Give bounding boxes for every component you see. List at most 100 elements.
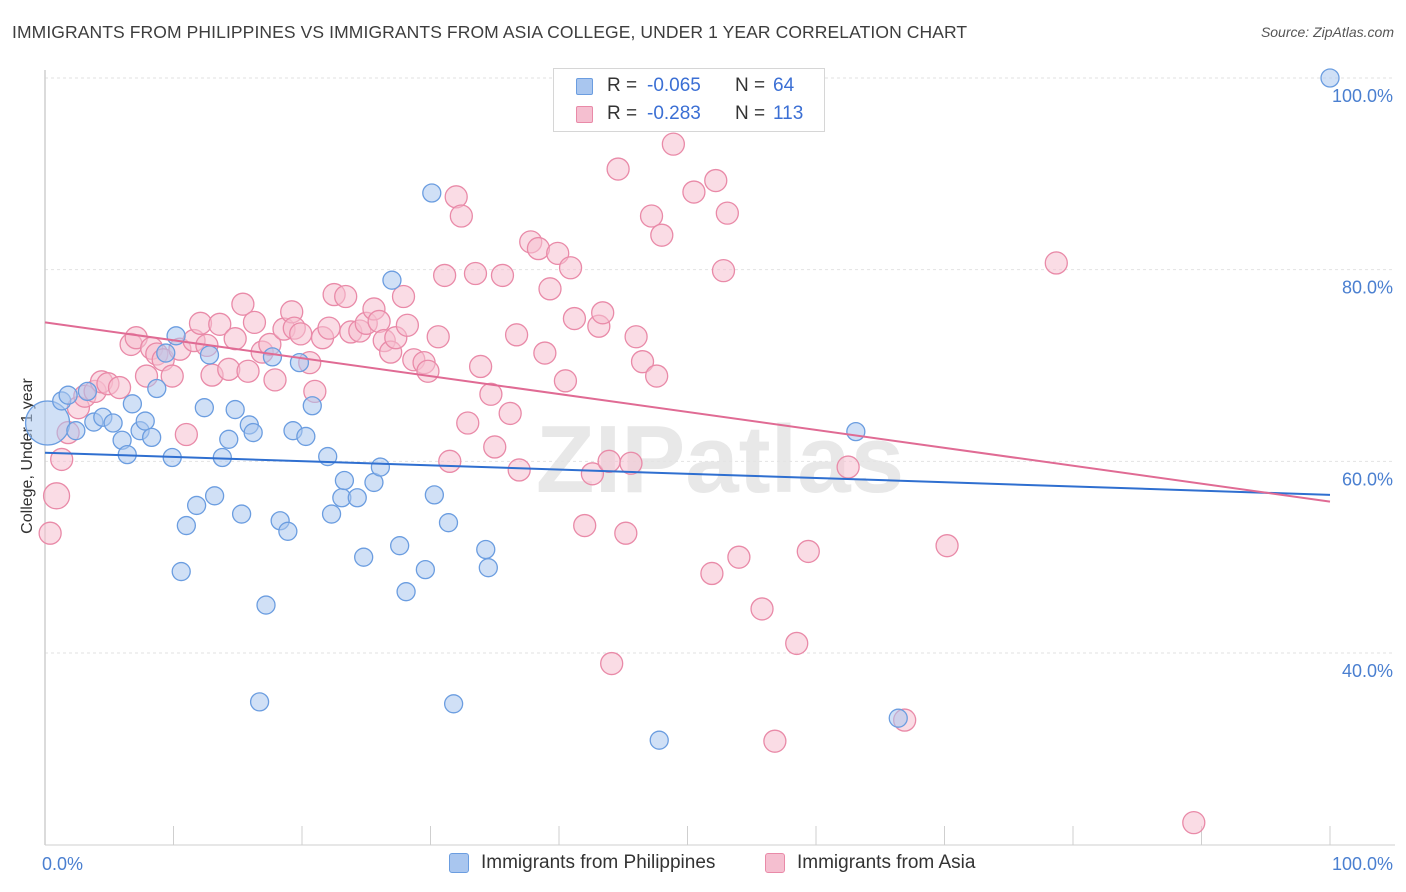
point-asia bbox=[317, 316, 341, 340]
point-philippines bbox=[147, 378, 167, 399]
point-asia bbox=[263, 368, 287, 392]
point-asia bbox=[650, 223, 674, 247]
legend-label-asia: Immigrants from Asia bbox=[797, 852, 976, 873]
point-asia bbox=[727, 545, 751, 569]
point-asia bbox=[42, 482, 71, 510]
point-philippines bbox=[262, 347, 283, 367]
point-philippines bbox=[478, 558, 498, 578]
y-tick-label: 100.0% bbox=[1332, 86, 1393, 106]
point-asia bbox=[483, 435, 507, 459]
point-asia bbox=[624, 325, 648, 349]
point-philippines bbox=[77, 381, 98, 402]
legend-r-value: -0.283 bbox=[647, 103, 701, 124]
point-asia bbox=[432, 263, 457, 288]
point-philippines bbox=[122, 394, 143, 414]
correlation-legend: R = -0.065 N = 64 R = -0.283 N = 113 bbox=[553, 68, 825, 132]
point-asia bbox=[236, 359, 260, 383]
point-philippines bbox=[382, 270, 402, 290]
point-philippines bbox=[24, 400, 71, 446]
legend-n-label: N = bbox=[735, 75, 766, 96]
source-label: Source: ZipAtlas.com bbox=[1260, 24, 1394, 40]
point-philippines bbox=[135, 411, 155, 431]
point-asia bbox=[416, 359, 440, 383]
point-asia bbox=[438, 449, 462, 473]
point-asia bbox=[580, 462, 605, 486]
point-asia bbox=[231, 292, 255, 316]
point-asia bbox=[630, 350, 655, 374]
point-philippines bbox=[334, 470, 355, 491]
point-philippines bbox=[1320, 68, 1340, 88]
point-asia bbox=[553, 369, 578, 393]
point-asia bbox=[533, 341, 557, 365]
y-tick-labels: 40.0% 60.0% 80.0% 100.0% bbox=[1332, 86, 1393, 681]
point-asia bbox=[504, 323, 529, 347]
legend-n-value: 64 bbox=[773, 75, 795, 96]
point-asia bbox=[174, 422, 199, 447]
point-asia bbox=[334, 284, 358, 309]
point-asia bbox=[479, 382, 503, 406]
point-asia bbox=[711, 258, 736, 283]
trend-lines bbox=[44, 321, 1331, 503]
point-philippines bbox=[424, 485, 445, 505]
point-asia bbox=[395, 313, 420, 337]
point-philippines bbox=[396, 582, 416, 602]
point-asia bbox=[242, 310, 267, 335]
point-asia bbox=[750, 597, 774, 621]
point-philippines bbox=[199, 345, 220, 365]
point-asia bbox=[836, 455, 860, 479]
point-asia bbox=[391, 284, 416, 309]
point-asia bbox=[639, 204, 664, 228]
point-asia bbox=[715, 201, 739, 225]
point-asia bbox=[1182, 810, 1206, 835]
point-philippines bbox=[103, 413, 123, 433]
x-tick-labels: 0.0% 100.0% bbox=[42, 854, 1393, 874]
point-asia bbox=[558, 256, 583, 280]
legend-r-label: R = bbox=[607, 103, 638, 124]
point-philippines bbox=[438, 513, 459, 533]
series-legend: Immigrants from Philippines Immigrants f… bbox=[0, 852, 1406, 878]
point-asia bbox=[600, 651, 624, 676]
chart-title: IMMIGRANTS FROM PHILIPPINES VS IMMIGRANT… bbox=[12, 22, 968, 42]
point-asia bbox=[1044, 251, 1068, 275]
legend-swatch-philippines bbox=[449, 853, 469, 873]
point-asia bbox=[50, 447, 74, 472]
point-philippines bbox=[204, 486, 225, 506]
point-asia bbox=[208, 312, 232, 336]
point-asia bbox=[597, 449, 621, 473]
point-philippines bbox=[66, 421, 86, 441]
point-philippines bbox=[476, 539, 496, 560]
legend-r-value: -0.065 bbox=[647, 75, 701, 96]
series-asia-points bbox=[38, 132, 1206, 835]
point-asia bbox=[449, 204, 473, 228]
point-philippines bbox=[142, 427, 162, 448]
point-philippines bbox=[390, 536, 410, 556]
point-asia bbox=[645, 364, 669, 388]
point-asia bbox=[498, 401, 522, 426]
point-philippines bbox=[649, 730, 669, 750]
point-philippines bbox=[370, 457, 391, 477]
point-asia bbox=[591, 301, 615, 325]
trend-line-philippines bbox=[44, 451, 1331, 496]
point-asia bbox=[456, 411, 480, 435]
point-asia bbox=[538, 277, 562, 301]
point-philippines bbox=[186, 495, 207, 516]
point-philippines bbox=[296, 426, 316, 447]
trend-line-asia bbox=[44, 321, 1331, 503]
point-asia bbox=[704, 168, 728, 193]
y-tick-label: 80.0% bbox=[1342, 278, 1393, 298]
point-philippines bbox=[256, 595, 276, 615]
legend-n-value: 113 bbox=[773, 103, 804, 124]
x-tick-label: 0.0% bbox=[42, 854, 83, 874]
point-philippines bbox=[278, 521, 298, 541]
point-philippines bbox=[321, 504, 342, 524]
legend-n-label: N = bbox=[735, 103, 766, 124]
legend-item-philippines: Immigrants from Philippines bbox=[449, 852, 715, 874]
legend-swatch-philippines bbox=[576, 77, 593, 95]
point-asia bbox=[507, 458, 531, 482]
point-asia bbox=[526, 236, 551, 261]
x-tick-label: 100.0% bbox=[1332, 854, 1393, 874]
point-asia bbox=[935, 534, 959, 558]
point-asia bbox=[426, 325, 450, 349]
point-philippines bbox=[888, 708, 908, 728]
point-asia bbox=[606, 157, 630, 181]
